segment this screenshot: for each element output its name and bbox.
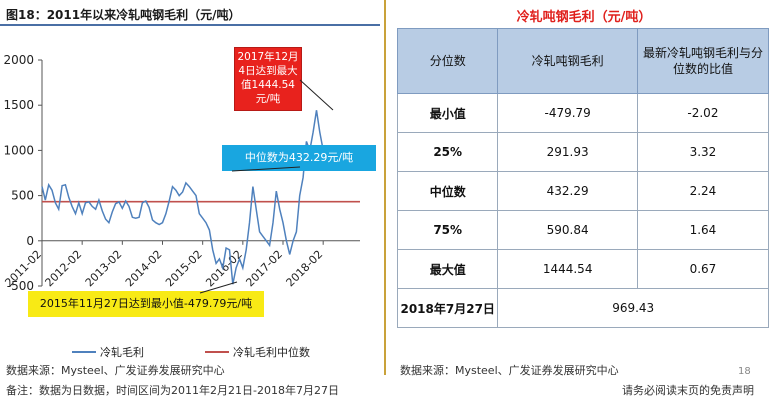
- source-right: 数据来源：Mysteel、广发证券发展研究中心: [400, 362, 619, 378]
- stats-table: 分位数 冷轧吨钢毛利 最新冷轧吨钢毛利与分位数的比值 最小值 -479.79 -…: [397, 28, 769, 328]
- header-ratio: 最新冷轧吨钢毛利与分位数的比值: [637, 29, 768, 94]
- source-left: 数据来源：Mysteel、广发证券发展研究中心: [6, 362, 225, 378]
- max-pointer: [300, 80, 333, 110]
- note-left: 备注：数据为日数据，时间区间为2011年2月21日-2018年7月27日: [6, 382, 339, 398]
- disclaimer-note: 请务必阅读末页的免责声明: [622, 382, 754, 398]
- legend-label-series1: 冷轧毛利: [100, 344, 144, 360]
- page-number: 18: [738, 366, 751, 377]
- table-title: 冷轧吨钢毛利（元/吨）: [400, 6, 768, 25]
- table-row: 75% 590.84 1.64: [398, 211, 769, 250]
- legend-label-series2: 冷轧毛利中位数: [233, 344, 310, 360]
- panel-divider: [384, 0, 386, 375]
- table-row: 最大值 1444.54 0.67: [398, 250, 769, 289]
- annotation-pointers: [0, 0, 384, 372]
- table-row: 最小值 -479.79 -2.02: [398, 94, 769, 133]
- table-row-latest: 2018年7月27日 969.43: [398, 289, 769, 328]
- header-margin: 冷轧吨钢毛利: [498, 29, 637, 94]
- table-row: 中位数 432.29 2.24: [398, 172, 769, 211]
- min-pointer: [200, 282, 237, 293]
- header-quantile: 分位数: [398, 29, 498, 94]
- legend-swatch-series1: [72, 351, 96, 353]
- table-row: 25% 291.93 3.32: [398, 133, 769, 172]
- median-pointer: [232, 167, 300, 171]
- legend-swatch-series2: [205, 351, 229, 353]
